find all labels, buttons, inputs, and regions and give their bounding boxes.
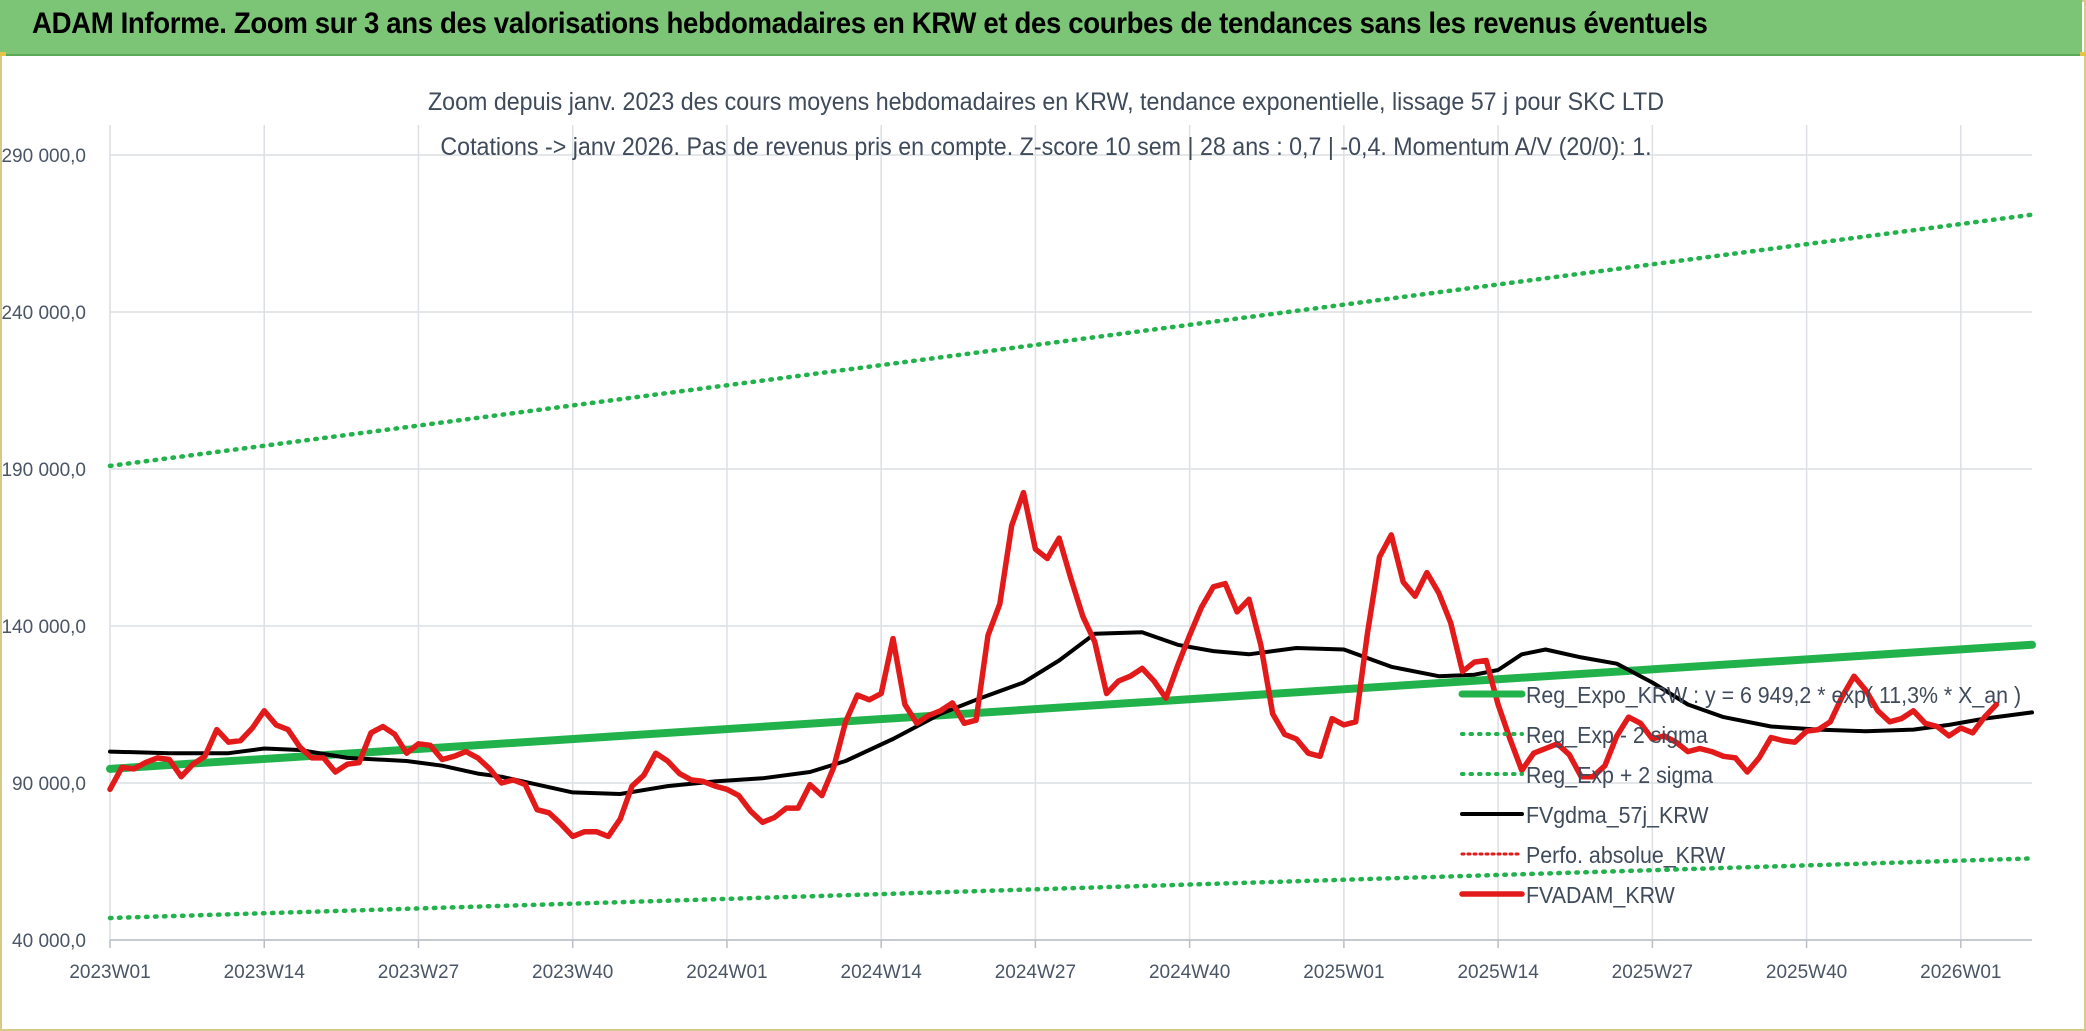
- price-line: [107, 489, 2000, 840]
- legend-item-regression: Reg_Expo_KRW : y = 6 949,2 * exp( 11,3% …: [1458, 682, 2021, 708]
- corner-accent-left: [0, 52, 6, 56]
- moving-average-line: [108, 630, 2034, 796]
- y-tick-label: 240 000,0: [1, 303, 86, 324]
- legend-label: FVADAM_KRW: [1526, 882, 1675, 908]
- report-title: ADAM Informe. Zoom sur 3 ans des valoris…: [32, 7, 1708, 40]
- lower-sigma-line: [107, 856, 2035, 921]
- x-tick-label: 2024W14: [841, 962, 923, 983]
- x-tick-label: 2026W01: [1920, 962, 2001, 983]
- legend-item-moving-average: FVgdma_57j_KRW: [1460, 802, 1709, 828]
- legend-item-lower-sigma: Reg_Exp - 2 sigma: [1460, 722, 1708, 748]
- legend-item-upper-sigma: Reg_Exp + 2 sigma: [1460, 762, 1714, 788]
- y-tick-label: 40 000,0: [12, 931, 86, 952]
- corner-accent-right: [2080, 52, 2086, 56]
- x-tick-label: 2025W27: [1612, 962, 1693, 983]
- y-axis-ticks: 40 000,0 90 000,0 140 000,0 190 000,0 240 00…: [1, 146, 86, 952]
- y-tick-label: 290 000,0: [1, 146, 86, 167]
- y-tick-label: 140 000,0: [1, 617, 86, 638]
- x-tick-label: 2025W14: [1457, 962, 1539, 983]
- x-tick-label: 2023W40: [532, 962, 613, 983]
- legend-label: Perfo. absolue_KRW: [1526, 842, 1725, 868]
- x-tick-label: 2025W01: [1303, 962, 1384, 983]
- chart-title-line-1: Zoom depuis janv. 2023 des cours moyens …: [428, 88, 1664, 116]
- chart-titles: Zoom depuis janv. 2023 des cours moyens …: [428, 88, 1664, 161]
- x-tick-label: 2023W27: [378, 962, 459, 983]
- x-axis-ticks: 2023W01 2023W14 2023W27 2023W40 2024W01 2024W…: [69, 962, 2001, 983]
- upper-sigma-line: [107, 212, 2035, 469]
- x-tick-label: 2025W40: [1766, 962, 1847, 983]
- legend-label: Reg_Expo_KRW : y = 6 949,2 * exp( 11,3% …: [1526, 682, 2021, 708]
- chart-title-line-2: Cotations -> janv 2026. Pas de revenus p…: [440, 133, 1651, 161]
- legend-label: FVgdma_57j_KRW: [1526, 802, 1709, 828]
- legend-label: Reg_Exp + 2 sigma: [1526, 762, 1714, 788]
- y-tick-label: 90 000,0: [12, 774, 86, 795]
- x-tick-label: 2023W01: [69, 962, 150, 983]
- y-tick-label: 190 000,0: [1, 460, 86, 481]
- grid-lines: [109, 125, 2032, 948]
- legend-label: Reg_Exp - 2 sigma: [1526, 722, 1708, 748]
- x-tick-label: 2023W14: [224, 962, 306, 983]
- series-layer: [106, 212, 2036, 921]
- x-tick-label: 2024W01: [686, 962, 767, 983]
- x-tick-label: 2024W27: [995, 962, 1076, 983]
- legend-item-perfo-absolue: Perfo. absolue_KRW: [1460, 842, 1725, 868]
- x-tick-label: 2024W40: [1149, 962, 1230, 983]
- report-banner: ADAM Informe. Zoom sur 3 ans des valoris…: [0, 0, 2082, 56]
- chart-legend: Reg_Expo_KRW : y = 6 949,2 * exp( 11,3% …: [1458, 682, 2021, 908]
- legend-item-price: FVADAM_KRW: [1459, 882, 1675, 908]
